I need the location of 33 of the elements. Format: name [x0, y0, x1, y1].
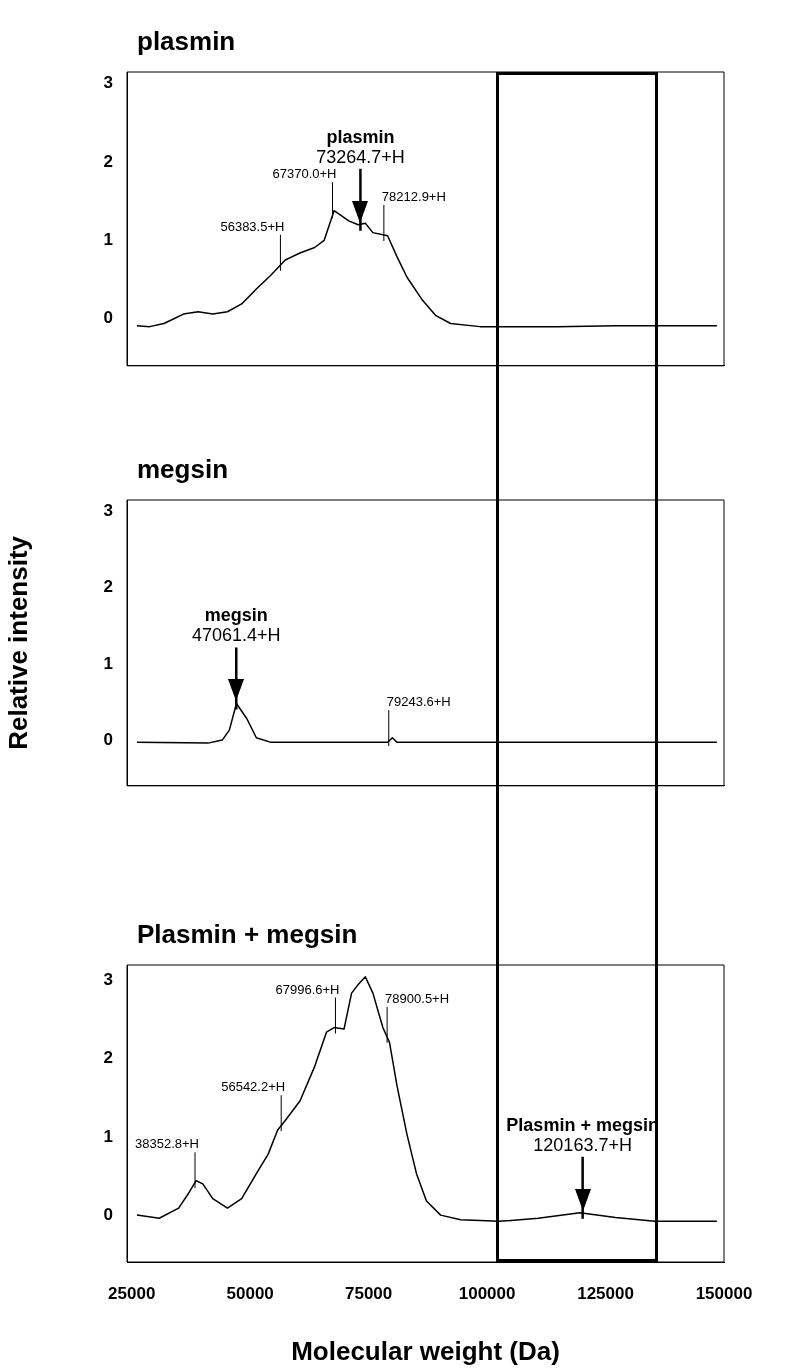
- annotation: 78212.9+H: [381, 188, 446, 204]
- y-tick-label: 1: [103, 230, 113, 250]
- annotation: plasmin 73264.7+H: [316, 126, 405, 167]
- y-tick-label: 2: [103, 577, 113, 597]
- chart-title: megsin: [137, 454, 229, 484]
- y-tick-label: 3: [103, 73, 113, 93]
- annotation: 38352.8+H: [135, 1136, 199, 1152]
- y-tick-label: 1: [103, 653, 113, 673]
- y-tick-label: 2: [103, 1048, 113, 1068]
- chart-title: plasmin: [137, 26, 236, 56]
- annotation: 56542.2+H: [221, 1079, 286, 1095]
- x-tick-label: 25000: [108, 1283, 156, 1303]
- y-tick-label: 2: [103, 151, 113, 171]
- annotation: 78900.5+H: [385, 990, 450, 1006]
- x-tick-label: 75000: [345, 1283, 393, 1303]
- x-tick-label: 50000: [226, 1283, 274, 1303]
- y-tick-label: 1: [103, 1126, 113, 1146]
- annotation: 67996.6+H: [275, 981, 340, 997]
- annotation: 79243.6+H: [386, 694, 451, 710]
- y-tick-label: 0: [103, 308, 113, 328]
- annotation: 67370.0+H: [272, 166, 337, 182]
- chart-title: Plasmin + megsin: [137, 919, 358, 949]
- y-tick-label: 3: [103, 970, 113, 990]
- annotation: megsin 47061.4+H: [191, 605, 281, 646]
- y-tick-label: 3: [103, 501, 113, 521]
- y-tick-label: 0: [103, 1204, 113, 1224]
- y-axis-title: Relative intensity: [2, 535, 33, 750]
- x-tick-label: 150000: [695, 1283, 753, 1303]
- x-tick-label: 100000: [458, 1283, 516, 1303]
- x-tick-label: 125000: [577, 1283, 634, 1303]
- x-axis-title: Molecular weight (Da): [291, 1335, 560, 1366]
- y-tick-label: 0: [103, 729, 113, 749]
- annotation: 56383.5+H: [220, 218, 285, 234]
